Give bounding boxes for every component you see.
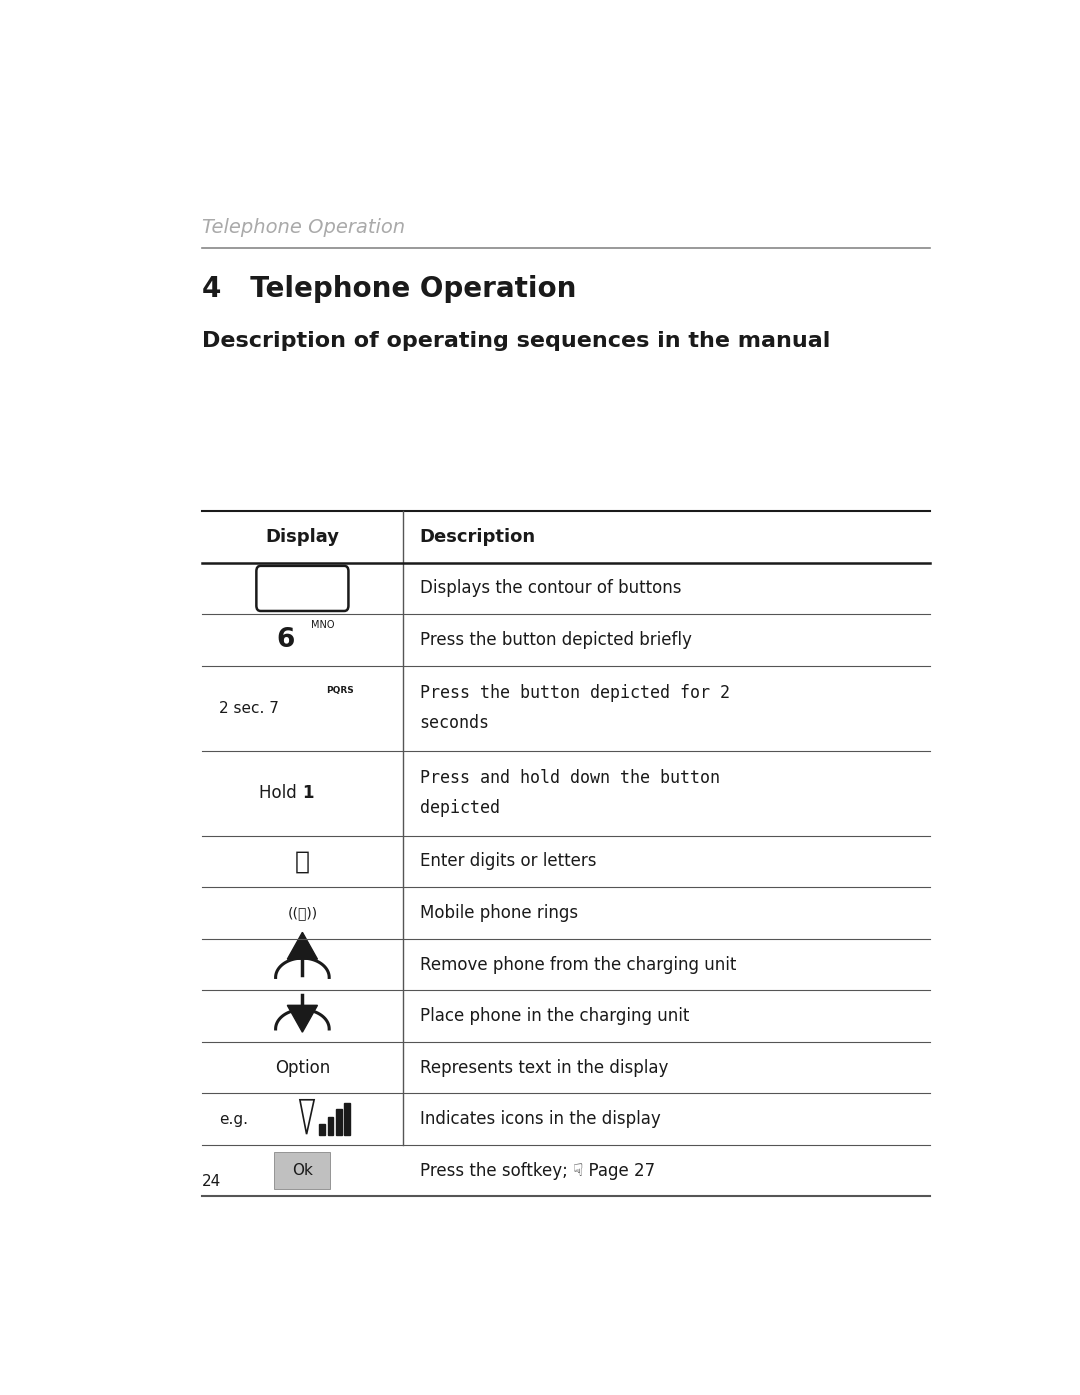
Text: Displays the contour of buttons: Displays the contour of buttons bbox=[420, 579, 681, 597]
Polygon shape bbox=[287, 932, 318, 960]
Text: ✋: ✋ bbox=[295, 850, 310, 873]
Text: ((📱)): ((📱)) bbox=[287, 905, 318, 921]
Text: e.g.: e.g. bbox=[218, 1112, 247, 1127]
Text: MNO: MNO bbox=[311, 621, 335, 631]
Text: Description: Description bbox=[420, 527, 536, 545]
Text: Mobile phone rings: Mobile phone rings bbox=[420, 904, 578, 922]
Text: Telephone Operation: Telephone Operation bbox=[202, 218, 405, 237]
FancyBboxPatch shape bbox=[256, 566, 349, 611]
Text: PQRS: PQRS bbox=[326, 686, 353, 695]
Text: Press the button depicted briefly: Press the button depicted briefly bbox=[420, 631, 691, 649]
Text: Press the softkey; ☟ Page 27: Press the softkey; ☟ Page 27 bbox=[420, 1162, 654, 1180]
Text: Press and hold down the button: Press and hold down the button bbox=[420, 769, 719, 787]
Text: Description of operating sequences in the manual: Description of operating sequences in th… bbox=[202, 331, 831, 350]
Text: 2 sec. 7: 2 sec. 7 bbox=[218, 700, 279, 716]
Text: Press the button depicted for 2: Press the button depicted for 2 bbox=[420, 684, 730, 702]
Text: Place phone in the charging unit: Place phone in the charging unit bbox=[420, 1007, 689, 1025]
Text: Ok: Ok bbox=[292, 1163, 313, 1179]
Bar bbox=[320, 1124, 325, 1136]
Bar bbox=[327, 1117, 334, 1136]
FancyBboxPatch shape bbox=[274, 1152, 330, 1190]
Text: Remove phone from the charging unit: Remove phone from the charging unit bbox=[420, 956, 735, 974]
Polygon shape bbox=[287, 1006, 318, 1032]
Text: Option: Option bbox=[274, 1059, 330, 1077]
Bar bbox=[336, 1109, 341, 1136]
Text: Represents text in the display: Represents text in the display bbox=[420, 1059, 667, 1077]
Text: Hold: Hold bbox=[259, 784, 302, 802]
Text: 6: 6 bbox=[276, 626, 295, 653]
Text: Enter digits or letters: Enter digits or letters bbox=[420, 852, 596, 870]
Text: depicted: depicted bbox=[420, 799, 500, 817]
Text: 4   Telephone Operation: 4 Telephone Operation bbox=[202, 275, 577, 303]
Text: Display: Display bbox=[266, 527, 339, 545]
Text: Indicates icons in the display: Indicates icons in the display bbox=[420, 1110, 660, 1129]
Bar bbox=[345, 1103, 350, 1136]
Text: 1: 1 bbox=[302, 784, 314, 802]
Text: seconds: seconds bbox=[420, 714, 489, 732]
Text: 24: 24 bbox=[202, 1173, 221, 1189]
